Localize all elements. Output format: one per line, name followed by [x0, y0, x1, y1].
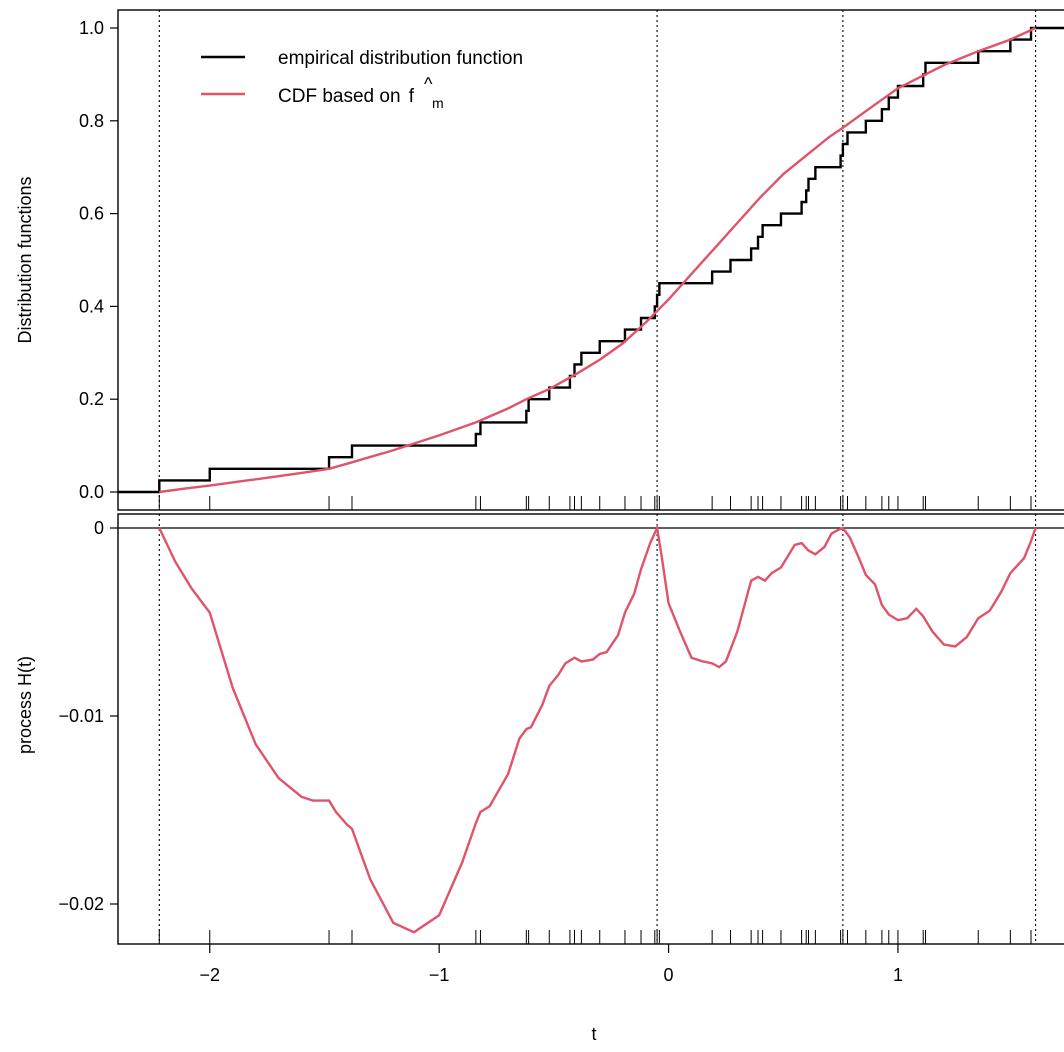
top-y-axis-label: Distribution functions [15, 176, 35, 343]
top-plot-frame [117, 9, 1064, 511]
process-panel: 0 −0.01 −0.02 −2 −1 0 1 process H(t) t [15, 513, 1064, 1044]
bottom-y-axis: 0 −0.01 −0.02 [58, 518, 118, 914]
x-tick-label: −2 [199, 965, 220, 985]
x-tick-label: 1 [893, 965, 903, 985]
legend-ecdf-label: empirical distribution function [278, 48, 523, 69]
legend-cdf-label: CDF based on f [278, 86, 415, 107]
bottom-rug [158, 930, 1032, 944]
bottom-y-tick-label: −0.02 [58, 894, 104, 914]
top-y-axis: 0.0 0.2 0.4 0.6 0.8 1.0 [79, 18, 118, 502]
top-y-tick-label: 0.6 [79, 204, 104, 224]
legend-cdf-hat: ^ [424, 74, 433, 94]
bottom-y-axis-label: process H(t) [15, 656, 35, 754]
top-y-tick-label: 0.2 [79, 389, 104, 409]
bottom-reference-lines [158, 514, 1037, 944]
top-y-tick-label: 0.4 [79, 296, 104, 316]
legend: empirical distribution function CDF base… [201, 48, 523, 111]
top-y-tick-label: 1.0 [79, 18, 104, 38]
process-h-line [158, 523, 1037, 934]
bottom-y-tick-label: 0 [94, 518, 104, 538]
x-axis: −2 −1 0 1 [199, 944, 903, 985]
x-tick-label: −1 [429, 965, 450, 985]
bottom-y-tick-label: −0.01 [58, 706, 104, 726]
ecdf-step-line [118, 26, 1064, 494]
bottom-plot-frame [117, 513, 1064, 945]
x-tick-label: 0 [664, 965, 674, 985]
distribution-panel: 0.0 0.2 0.4 0.6 0.8 1.0 Distribution function… [15, 9, 1064, 511]
top-y-tick-label: 0.0 [79, 482, 104, 502]
legend-cdf-subscript: m [432, 95, 444, 111]
top-rug [158, 496, 1032, 510]
cdf-fitted-line [159, 26, 1037, 494]
top-y-tick-label: 0.8 [79, 111, 104, 131]
top-reference-lines [158, 10, 1037, 510]
x-axis-label: t [591, 1024, 596, 1044]
